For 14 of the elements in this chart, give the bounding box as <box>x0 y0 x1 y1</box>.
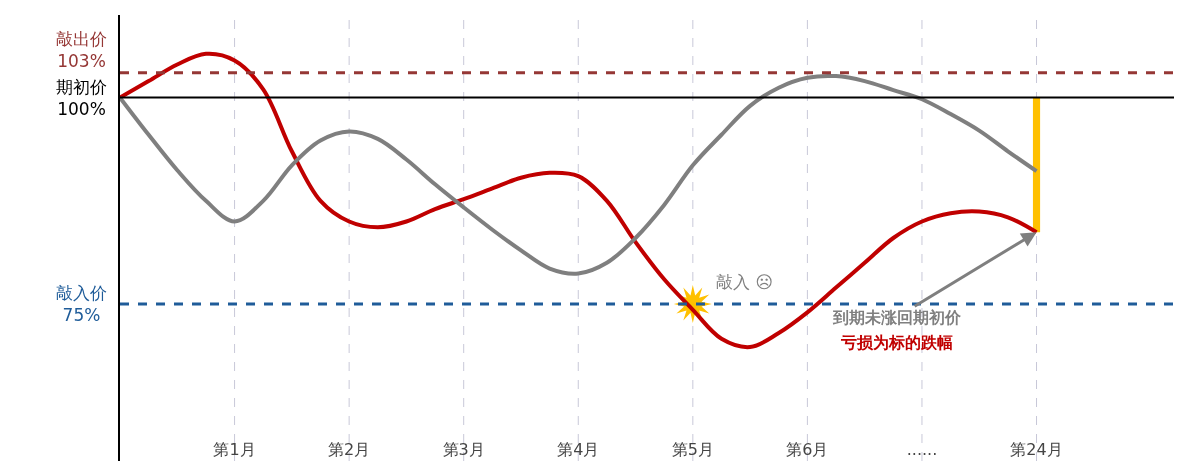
x-tick-label: 第6月 <box>786 439 829 459</box>
ref-line-label: 敲出价 103% <box>56 29 107 72</box>
ref-line-label: 敲入价 75% <box>56 283 107 326</box>
x-tick-label: ...... <box>906 439 938 459</box>
annotation: 敲入 ☹ <box>716 272 774 292</box>
annotation: 到期未涨回期初价 <box>832 308 962 327</box>
ref-line-label: 期初价 100% <box>56 77 107 120</box>
x-tick-label: 第4月 <box>557 439 600 459</box>
x-tick-label: 第1月 <box>213 439 256 459</box>
x-tick-label: 第5月 <box>671 439 714 459</box>
x-tick-label: 第24月 <box>1010 439 1063 459</box>
x-tick-label: 第3月 <box>442 439 485 459</box>
x-tick-label: 第2月 <box>328 439 371 459</box>
annotation: 亏损为标的跌幅 <box>840 333 953 352</box>
